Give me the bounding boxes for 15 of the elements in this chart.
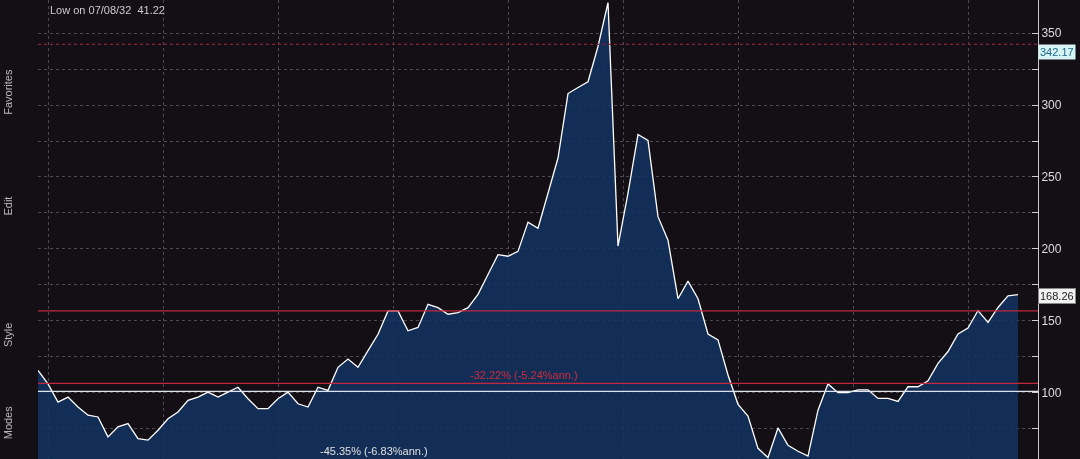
y-tick-label: 150 [1041,314,1062,329]
y-tick-label: 300 [1041,98,1062,113]
y-tick-label: 200 [1041,242,1062,257]
text: Edit [2,196,15,216]
ref-line-label: 342.17 [1040,46,1074,58]
annotation: Low on 07/08/32 41.22 [50,4,165,16]
text: 168.26 [1040,290,1074,302]
y-tick-label: 100 [1041,386,1062,401]
y-tick-label: 250 [1041,170,1062,185]
text: Favorites [2,69,15,115]
text: Modes [1,405,14,440]
y-tick-label: 350 [1041,26,1062,41]
annotation: -45.35% (-6.83%ann.) [320,445,428,457]
text: Style [1,322,14,348]
annotation: -32.22% (-5.24%ann.) [470,369,578,381]
